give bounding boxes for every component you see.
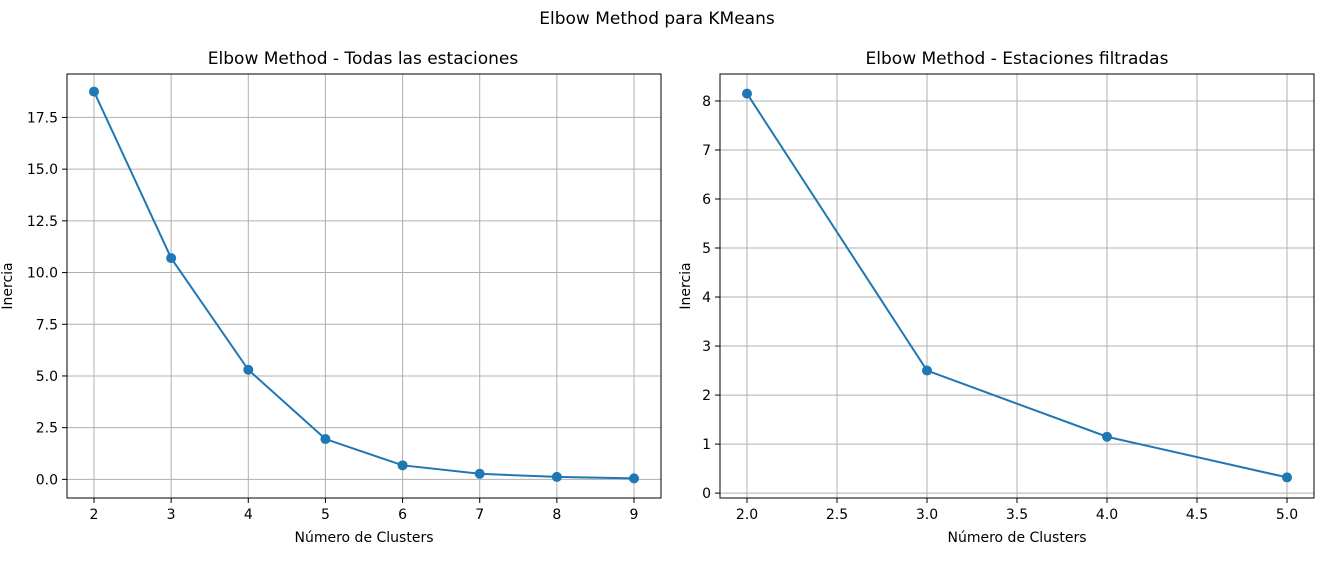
y-tick-label: 4 xyxy=(702,290,711,306)
series-group xyxy=(89,86,639,484)
data-point xyxy=(1282,472,1292,483)
y-tick-label: 2 xyxy=(702,388,711,404)
x-tick-label: 4.0 xyxy=(1096,507,1118,523)
x-tick-label: 2.0 xyxy=(736,507,758,523)
y-tick-label: 2.5 xyxy=(36,421,58,437)
data-point xyxy=(629,473,639,484)
series-line xyxy=(93,91,635,480)
ticks: 2 3 4 5 6 7 8 9 0.0 2.5 5.0 7.5 10.0 12.5 15.0 17.5 xyxy=(27,110,639,523)
x-tick-label: 2 xyxy=(90,507,99,523)
x-tick-label: 6 xyxy=(398,507,407,523)
gridlines xyxy=(720,74,1314,498)
chart-title: Elbow Method - Estaciones filtradas xyxy=(866,49,1169,69)
data-point xyxy=(742,88,752,99)
y-tick-label: 12.5 xyxy=(27,214,58,230)
x-tick-label: 7 xyxy=(475,507,484,523)
figure-suptitle: Elbow Method para KMeans xyxy=(539,9,775,29)
y-tick-label: 15.0 xyxy=(27,162,58,178)
chart-filtered-stations: Elbow Method - Estaciones filtradas 2.0 2… xyxy=(678,49,1315,546)
y-tick-label: 3 xyxy=(702,339,711,355)
series-group xyxy=(742,88,1292,483)
x-tick-label: 3.5 xyxy=(1006,507,1028,523)
y-tick-label: 5.0 xyxy=(36,369,58,385)
chart-all-stations: Elbow Method - Todas las estaciones 2 3 4 5… xyxy=(0,49,662,546)
data-point xyxy=(397,460,408,471)
x-tick-label: 3 xyxy=(167,507,176,523)
y-tick-label: 8 xyxy=(702,94,711,110)
x-tick-label: 2.5 xyxy=(826,507,848,523)
x-tick-label: 5.0 xyxy=(1276,507,1298,523)
y-tick-label: 0.0 xyxy=(36,472,58,488)
y-tick-label: 5 xyxy=(702,241,711,257)
data-point xyxy=(922,365,932,376)
ticks: 2.0 2.5 3.0 3.5 4.0 4.5 5.0 0 1 2 3 4 5 6 7 8 xyxy=(702,94,1298,523)
x-tick-label: 3.0 xyxy=(916,507,938,523)
series-line xyxy=(746,93,1288,479)
x-tick-label: 8 xyxy=(552,507,561,523)
y-tick-label: 0 xyxy=(702,486,711,502)
y-tick-label: 7.5 xyxy=(36,317,58,333)
x-axis-label: Número de Clusters xyxy=(295,530,434,546)
y-axis-label: Inercia xyxy=(0,262,16,309)
chart-title: Elbow Method - Todas las estaciones xyxy=(208,49,519,69)
gridlines xyxy=(67,74,661,498)
data-point xyxy=(243,364,254,375)
y-tick-label: 6 xyxy=(702,192,711,208)
data-point xyxy=(320,434,331,445)
y-tick-label: 1 xyxy=(702,437,711,453)
data-point xyxy=(89,86,99,97)
y-axis-label: Inercia xyxy=(678,262,694,309)
y-tick-label: 10.0 xyxy=(27,266,58,282)
plot-frame xyxy=(66,73,662,499)
data-point xyxy=(1102,431,1112,442)
x-tick-label: 4 xyxy=(244,507,253,523)
data-point xyxy=(551,471,562,482)
y-tick-label: 7 xyxy=(702,143,711,159)
x-tick-label: 4.5 xyxy=(1186,507,1208,523)
data-point xyxy=(474,468,485,479)
x-tick-label: 9 xyxy=(630,507,639,523)
y-tick-label: 17.5 xyxy=(27,110,58,126)
data-point xyxy=(166,253,177,264)
x-tick-label: 5 xyxy=(321,507,330,523)
x-axis-label: Número de Clusters xyxy=(948,530,1087,546)
